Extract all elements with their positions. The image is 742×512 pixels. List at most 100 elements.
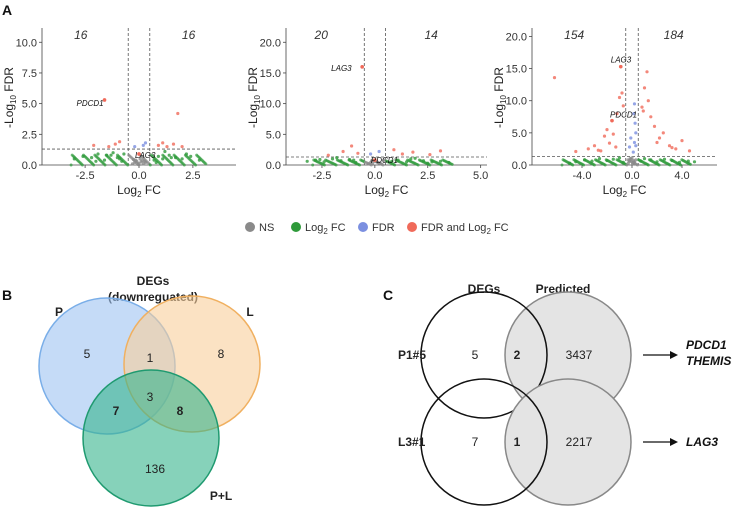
row1-predicted-count: 3437 [566,348,593,362]
data-point [615,112,619,116]
data-point [429,158,433,162]
data-point [167,153,171,157]
data-point [674,147,678,151]
data-point [428,153,432,157]
data-point [416,163,420,167]
data-point [122,152,126,156]
data-point [148,163,152,167]
row1-degs-count: 5 [472,348,479,362]
data-point [137,163,141,167]
data-point [641,109,645,113]
y-tick-label: 5.0 [22,99,37,111]
data-point [353,161,357,165]
data-point [90,161,93,165]
legend: NS Log2 FC FDR FDR and Log2 FC [245,222,509,236]
data-point [152,155,156,159]
data-point [369,152,373,156]
x-axis-label: Log2 FC [117,183,161,199]
data-point [679,163,683,167]
data-point [646,163,650,167]
highlight-point [102,98,107,102]
data-point [180,145,184,149]
data-point [652,124,657,128]
y-tick-label: 15.0 [506,64,527,76]
venn-circle-pl [82,369,220,507]
count-left: 154 [564,28,584,42]
data-point [450,162,454,166]
data-point [440,163,444,167]
data-point [111,151,115,155]
data-point [597,157,602,161]
data-point [377,149,381,154]
gene-label: LAG3 [611,56,632,65]
y-tick-label: 10.0 [506,96,527,108]
data-point [605,128,609,132]
row1-arrow-head [670,351,678,359]
degs-circle-row1 [420,291,548,419]
data-point [438,149,443,153]
data-point [161,157,165,161]
x-axis-label: Log2 FC [603,183,647,199]
data-point [614,163,618,167]
data-point [142,156,145,160]
predicted-circle-row2 [504,378,632,506]
data-point [650,159,654,163]
gene-label: PDCD1 [77,99,104,108]
data-point [657,163,661,167]
data-point [110,159,114,163]
venn-set-label-pl: P+L [210,489,232,503]
data-point [341,149,345,154]
data-point [617,156,622,160]
x-tick-label: 0.0 [131,170,146,182]
data-point [592,144,597,148]
legend-log2fc-label: Log2 FC [305,222,346,236]
data-point [586,147,590,151]
data-point [161,141,165,145]
data-point [350,144,354,148]
data-point [107,145,111,149]
x-axis-label: Log2 FC [365,183,409,199]
y-tick-label: 2.5 [22,129,37,141]
data-point [194,163,198,167]
data-point [96,152,100,156]
data-point [413,156,417,160]
y-tick-label: 0.0 [266,160,281,172]
y-tick-label: 0.0 [512,160,527,172]
data-point [670,146,674,150]
data-point [156,154,160,158]
count-right: 16 [182,28,196,42]
highlight-point [137,152,141,156]
data-point [611,132,615,136]
data-point [114,163,118,167]
data-point [102,158,107,162]
data-point [632,140,637,145]
data-point [668,163,672,167]
y-tick-label: 10.0 [260,99,281,111]
data-point [661,131,665,135]
highlight-point [360,65,364,69]
data-point [620,91,624,95]
count-right: 14 [424,28,438,42]
row2-gene-1: LAG3 [686,435,718,449]
data-point [396,159,400,163]
data-point [183,153,187,157]
legend-ns-label: NS [259,222,274,234]
y-tick-label: 5.0 [512,128,527,140]
data-point [131,158,135,161]
data-point [405,163,408,167]
data-point [611,157,615,161]
data-point [165,145,169,149]
data-point [171,163,175,167]
data-point [646,99,650,103]
y-tick-label: 15.0 [260,68,281,80]
data-point [621,104,625,108]
data-point [632,112,636,116]
data-point [655,140,659,145]
data-point [133,145,137,149]
data-point [607,141,612,145]
data-point [94,159,98,163]
data-point [634,144,638,148]
data-point [305,159,309,163]
venn-set-label-l: L [246,305,253,319]
row2-arrow-head [670,438,678,446]
